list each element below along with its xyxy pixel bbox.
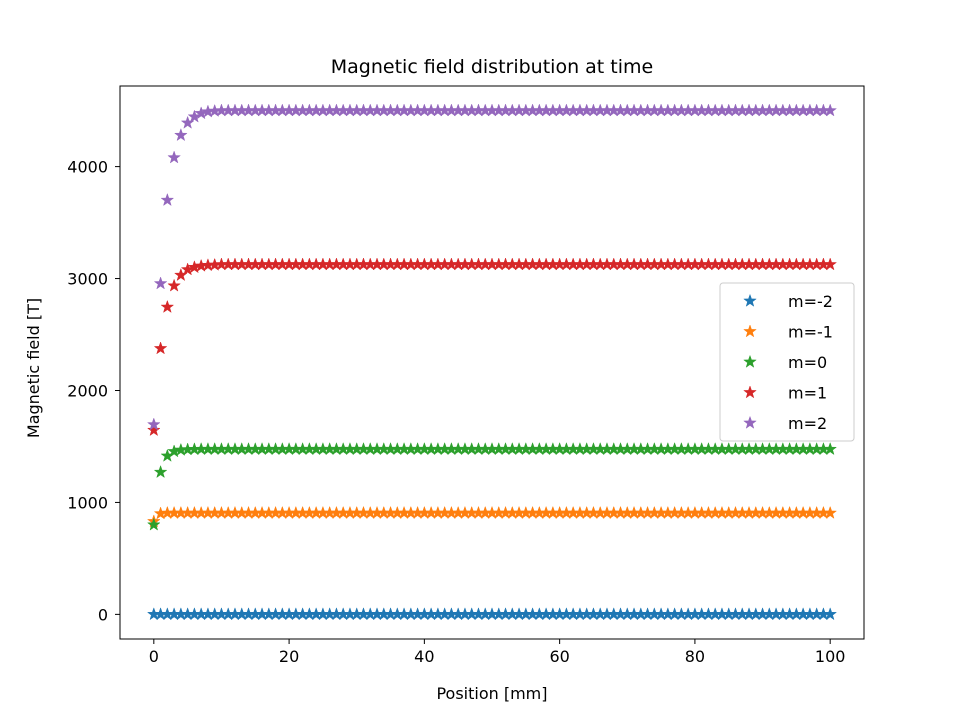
- data-point: [823, 257, 838, 271]
- data-point: [823, 505, 838, 519]
- data-point: [153, 341, 168, 355]
- legend-marker: [743, 354, 757, 368]
- x-tick-label: 80: [685, 647, 705, 666]
- legend-label: m=1: [788, 384, 827, 403]
- data-point: [160, 192, 175, 207]
- x-tick-label: 100: [815, 647, 846, 666]
- series-m=2: [146, 103, 838, 431]
- plot-area: [146, 103, 838, 621]
- x-tick-label: 60: [549, 647, 569, 666]
- data-point: [146, 417, 161, 431]
- legend-label: m=0: [788, 353, 827, 372]
- data-point: [153, 276, 168, 290]
- x-tick-label: 20: [279, 647, 299, 666]
- data-point: [167, 150, 182, 164]
- series-m=-1: [146, 505, 838, 528]
- y-tick-label: 3000: [67, 270, 108, 289]
- y-tick-label: 2000: [67, 381, 108, 400]
- legend-box: [719, 282, 855, 442]
- series-m=-2: [146, 607, 838, 621]
- x-tick-label: 40: [414, 647, 434, 666]
- legend-label: m=-2: [788, 292, 833, 311]
- x-tick-label: 0: [149, 647, 159, 666]
- legend-marker: [743, 385, 757, 399]
- data-point: [167, 278, 182, 292]
- legend-marker: [743, 293, 757, 307]
- y-axis-label: Magnetic field [T]: [24, 298, 43, 438]
- series-m=0: [146, 441, 838, 531]
- data-point: [160, 299, 175, 313]
- legend: m=-2 m=-1 m=0 m=1 m=2: [719, 282, 855, 442]
- data-point: [823, 442, 838, 456]
- legend-label: m=-1: [788, 323, 833, 342]
- axes-frame: [119, 85, 865, 640]
- series-m=1: [146, 257, 838, 437]
- data-point: [173, 128, 188, 142]
- chart-title: Magnetic field distribution at time: [331, 56, 653, 78]
- legend-marker: [743, 324, 757, 338]
- legend-marker: [743, 415, 757, 429]
- data-point: [153, 464, 168, 479]
- y-tick-label: 0: [98, 605, 108, 624]
- y-tick-label: 1000: [67, 493, 108, 512]
- y-tick-label: 4000: [67, 158, 108, 177]
- data-point: [823, 103, 838, 117]
- data-point: [823, 607, 838, 621]
- legend-label: m=2: [788, 414, 827, 433]
- data-point: [146, 422, 161, 437]
- x-axis-label: Position [mm]: [436, 684, 547, 703]
- data-point: [146, 517, 161, 531]
